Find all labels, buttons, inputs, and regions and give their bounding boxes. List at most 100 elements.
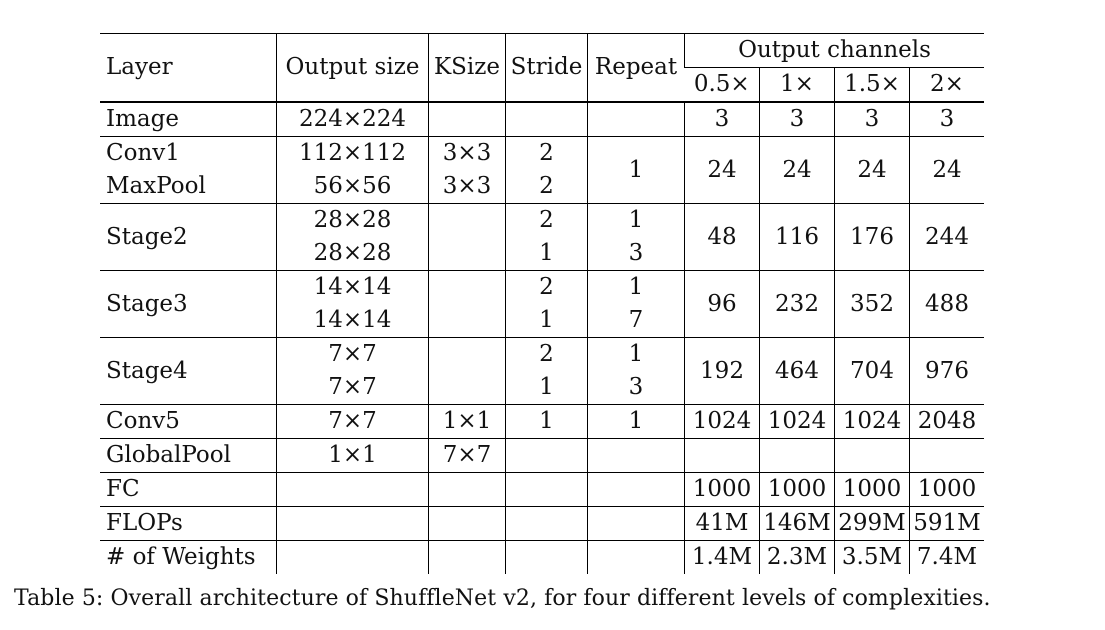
layer-name: Stage4: [100, 337, 277, 405]
ksize-cell: [428, 506, 506, 541]
channel-cell: 2.3M: [759, 540, 835, 574]
table-row-conv1-maxpool: Conv1 MaxPool 112×112 56×56 3×3 3×3 2 2 …: [100, 136, 984, 204]
channel-cell: 3: [834, 102, 910, 137]
channel-cell: 976: [909, 337, 984, 405]
output-size-cell: 7×7: [328, 341, 377, 367]
ksize-cell: [428, 270, 506, 338]
output-size-cell: [276, 472, 429, 507]
channel-cell: [909, 438, 984, 473]
stride-cell: 1: [505, 404, 588, 439]
channel-cell: 1024: [834, 404, 910, 439]
channel-cell: 232: [759, 270, 835, 338]
channel-cell: 7.4M: [909, 540, 984, 574]
repeat-cell: 3: [628, 240, 644, 266]
header-row: Layer Output size KSize Stride Repeat Ou…: [100, 33, 984, 103]
stride-cell: 2: [539, 341, 554, 367]
channel-cell: 1000: [909, 472, 984, 507]
channel-cell: 488: [909, 270, 984, 338]
header-scale: 0.5×: [684, 67, 760, 103]
architecture-table: Layer Output size KSize Stride Repeat Ou…: [100, 33, 984, 574]
table-row-image: Image 224×224 3 3 3 3: [100, 102, 984, 137]
channel-cell: 2048: [909, 404, 984, 439]
channel-cell: [834, 438, 910, 473]
channel-cell: 1000: [759, 472, 835, 507]
header-ksize: KSize: [428, 33, 506, 103]
channel-cell: [684, 438, 760, 473]
layer-name: Stage3: [100, 270, 277, 338]
layer-name: FLOPs: [100, 506, 277, 541]
table-row-stage2: Stage2 28×28 28×28 2 1 1 3 48 116 176 24…: [100, 203, 984, 271]
output-size-cell: [276, 506, 429, 541]
output-size-cell: 1×1: [276, 438, 429, 473]
layer-name: # of Weights: [106, 544, 256, 570]
ksize-cell: 1×1: [428, 404, 506, 439]
repeat-cell: [587, 438, 685, 473]
table-row-globalpool: GlobalPool 1×1 7×7: [100, 438, 984, 473]
layer-name: FC: [100, 472, 277, 507]
repeat-cell: 1: [628, 341, 644, 367]
output-size-cell: [276, 540, 429, 574]
channel-cell: 1000: [684, 472, 760, 507]
output-size-cell: 112×112: [298, 140, 407, 166]
channel-cell: 24: [684, 136, 760, 204]
ksize-cell: [428, 102, 506, 137]
table-row-conv5: Conv5 7×7 1×1 1 1 1024 1024 1024 2048: [100, 404, 984, 439]
output-size-cell: 224×224: [276, 102, 429, 137]
header-scales-row: 0.5× 1× 1.5× 2×: [100, 67, 984, 103]
channel-cell: 1024: [684, 404, 760, 439]
header-layer: Layer: [100, 33, 277, 103]
table-row-weights: # of Weights 1.4M 2.3M 3.5M 7.4M: [100, 540, 984, 574]
channel-cell: 146M: [759, 506, 835, 541]
channel-cell: 192: [684, 337, 760, 405]
header-scale: 1×: [759, 67, 835, 103]
repeat-cell: 3: [628, 374, 644, 400]
header-output-channels: Output channels: [684, 33, 984, 68]
table-row-fc: FC 1000 1000 1000 1000: [100, 472, 984, 507]
header-output-size: Output size: [276, 33, 429, 103]
table-row-stage3: Stage3 14×14 14×14 2 1 1 7 96 232 352 48…: [100, 270, 984, 338]
channel-cell: 244: [909, 203, 984, 271]
stride-cell: 2: [539, 207, 554, 233]
channel-cell: 704: [834, 337, 910, 405]
repeat-cell: 1: [628, 207, 644, 233]
stride-cell: 2: [539, 173, 554, 199]
ksize-cell: [428, 472, 506, 507]
stride-cell: [505, 102, 588, 137]
ksize-cell: 3×3: [442, 140, 492, 166]
repeat-cell: [587, 472, 685, 507]
repeat-cell: [587, 540, 685, 574]
channel-cell: 352: [834, 270, 910, 338]
stride-cell: 2: [539, 274, 554, 300]
layer-name: Image: [100, 102, 277, 137]
stride-cell: 1: [539, 374, 554, 400]
channel-cell: 1.4M: [684, 540, 760, 574]
output-size-cell: 28×28: [313, 240, 392, 266]
channel-cell: 1000: [834, 472, 910, 507]
output-size-cell: 56×56: [313, 173, 392, 199]
channel-cell: 299M: [834, 506, 910, 541]
header-scale: 1.5×: [834, 67, 910, 103]
repeat-cell: 1: [628, 274, 644, 300]
header-scale: 2×: [909, 67, 984, 103]
stride-cell: 2: [539, 140, 554, 166]
channel-cell: [759, 438, 835, 473]
ksize-cell: 7×7: [428, 438, 506, 473]
table-row-stage4: Stage4 7×7 7×7 2 1 1 3 192 464 704 976: [100, 337, 984, 405]
repeat-cell: 1: [587, 136, 685, 204]
repeat-cell: [587, 506, 685, 541]
output-size-cell: 14×14: [313, 307, 392, 333]
layer-name: MaxPool: [106, 173, 206, 199]
stride-cell: 1: [539, 240, 554, 266]
channel-cell: 96: [684, 270, 760, 338]
layer-name: Conv5: [100, 404, 277, 439]
table-row-flops: FLOPs 41M 146M 299M 591M: [100, 506, 984, 541]
channel-cell: 3: [759, 102, 835, 137]
ksize-cell: 3×3: [442, 173, 492, 199]
stride-cell: [505, 438, 588, 473]
ksize-cell: [428, 540, 506, 574]
repeat-cell: 1: [587, 404, 685, 439]
stride-cell: [505, 540, 588, 574]
channel-cell: 1024: [759, 404, 835, 439]
channel-cell: 464: [759, 337, 835, 405]
output-size-cell: 7×7: [328, 374, 377, 400]
